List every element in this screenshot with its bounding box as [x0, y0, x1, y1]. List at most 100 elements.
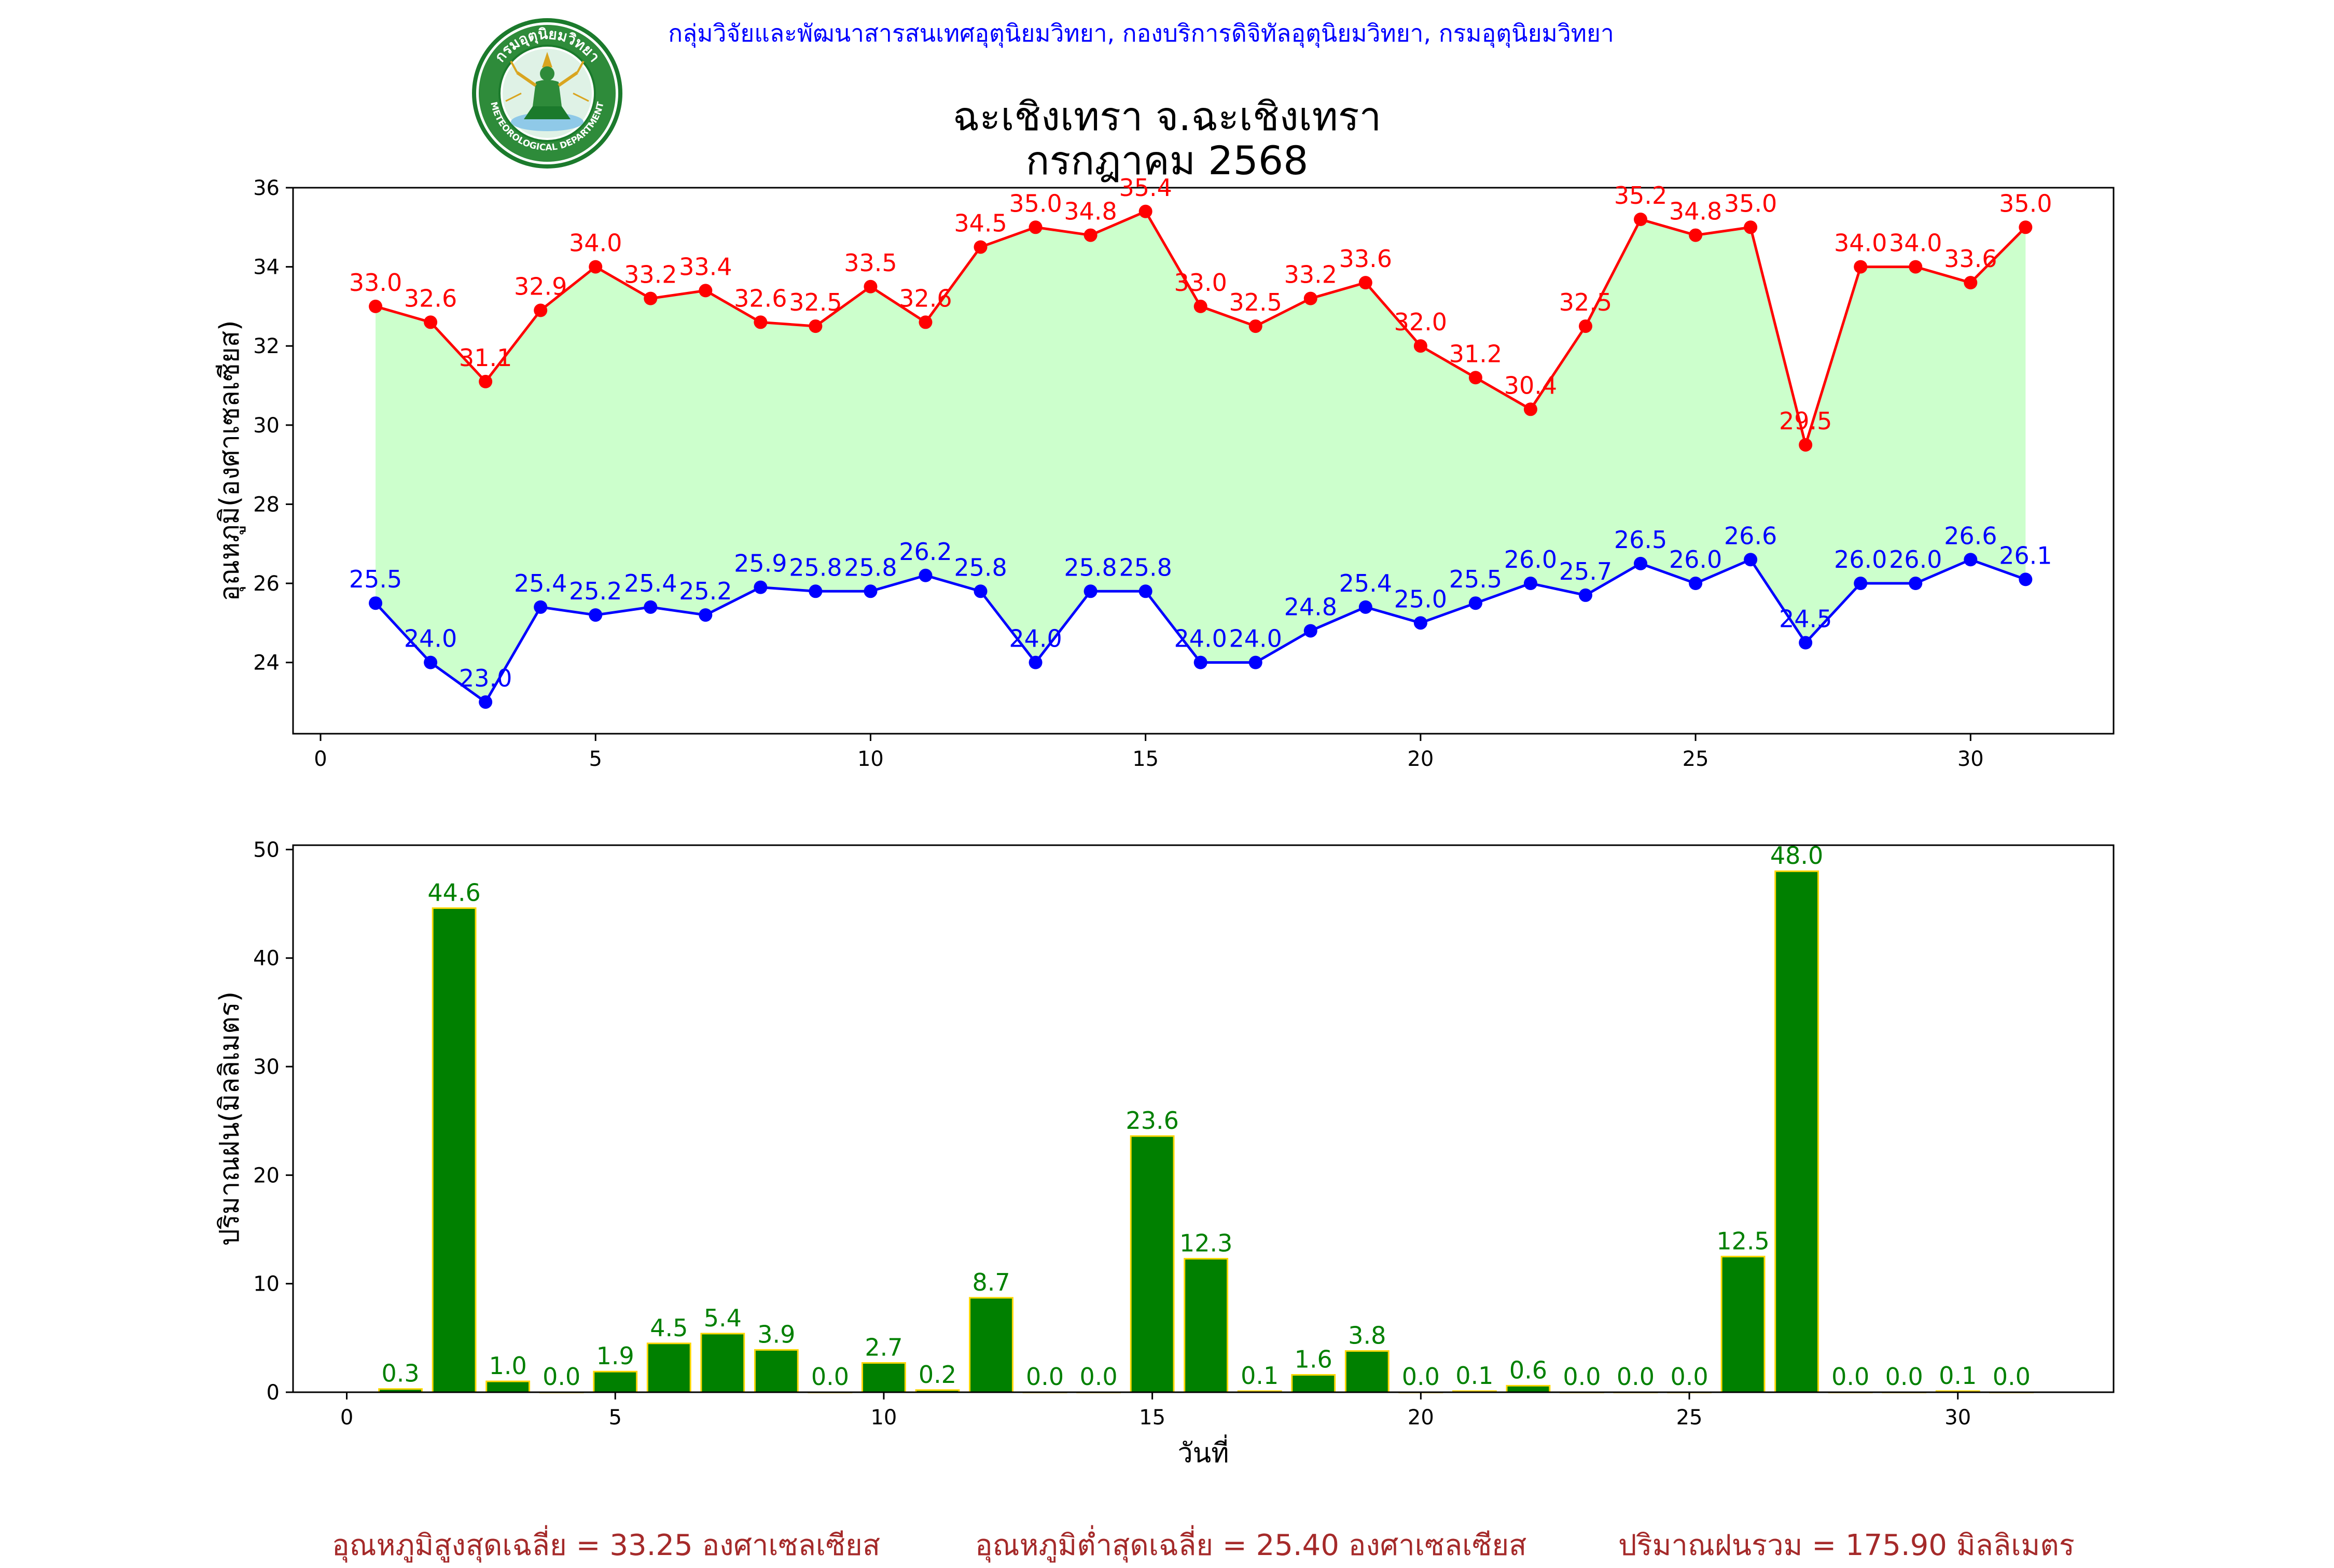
max-temp-label: 33.2: [1284, 261, 1337, 289]
min-temp-label: 26.6: [1944, 522, 1997, 550]
max-temp-point: [1523, 402, 1537, 416]
max-temp-label: 34.0: [569, 229, 622, 257]
rain-bar: [969, 1297, 1013, 1393]
rain-bar: [1720, 1255, 1766, 1393]
rain-bar-label: 12.5: [1716, 1227, 1769, 1255]
rain-bar-label: 0.0: [1993, 1363, 2031, 1391]
min-temp-label: 26.1: [1999, 541, 2052, 569]
max-temp-point: [974, 240, 988, 254]
max-temp-label: 32.6: [899, 284, 952, 312]
min-temp-label: 24.0: [1174, 625, 1227, 653]
min-temp-point: [1083, 584, 1097, 598]
rain-bar-label: 0.0: [1080, 1363, 1118, 1391]
min-temp-label: 26.0: [1669, 545, 1722, 573]
rain-bar-label: 3.8: [1348, 1321, 1386, 1349]
temp-x-tick-label: 15: [1132, 747, 1159, 771]
min-temp-label: 24.0: [1229, 625, 1282, 653]
min-temp-label: 25.4: [514, 569, 567, 597]
max-temp-point: [1468, 371, 1482, 385]
rain-x-tick-label: 25: [1676, 1406, 1703, 1430]
temp-x-tick-label: 30: [1957, 747, 1984, 771]
min-temp-label: 25.8: [789, 553, 842, 581]
rain-bar: [862, 1362, 906, 1393]
rain-bar-label: 0.1: [1939, 1362, 1977, 1390]
max-temp-point: [589, 260, 603, 274]
rain-bar-label: 0.0: [1885, 1363, 1923, 1391]
tmd-logo-icon: กรมอุตุนิยมวิทยา METEOROLOGICAL DEPARTME…: [472, 18, 622, 169]
total-rainfall: ปริมาณฝนรวม = 175.90 มิลลิเมตร: [1618, 1529, 2075, 1562]
avg-max-temp: อุณหภูมิสูงสุดเฉลี่ย = 33.25 องศาเซลเซีย…: [332, 1529, 881, 1562]
min-temp-label: 26.0: [1889, 545, 1942, 573]
temp-x-tick-label: 5: [589, 747, 602, 771]
min-temp-point: [1358, 600, 1372, 614]
min-temp-label: 26.0: [1834, 545, 1887, 573]
rain-bar-label: 48.0: [1770, 842, 1823, 870]
rain-x-tick-label: 5: [609, 1406, 622, 1430]
max-temp-point: [479, 374, 493, 388]
max-temp-point: [754, 315, 768, 329]
max-temp-point: [1578, 319, 1592, 333]
max-temp-label: 29.5: [1779, 407, 1832, 435]
min-temp-point: [589, 608, 603, 622]
rain-y-tick-label: 20: [253, 1164, 280, 1187]
max-temp-label: 32.5: [789, 288, 842, 316]
station-title: ฉะเชิงเทรา จ.ฉะเชิงเทรา: [952, 93, 1382, 139]
temp-y-tick-label: 28: [253, 493, 280, 516]
rain-bar-label: 0.0: [1026, 1363, 1064, 1391]
rain-bar: [700, 1333, 745, 1393]
max-temp-point: [1744, 220, 1758, 234]
rain-bar: [432, 907, 477, 1393]
min-temp-point: [1964, 553, 1978, 567]
rain-bar-label: 0.0: [811, 1363, 849, 1391]
rain-y-tick-label: 30: [253, 1055, 280, 1079]
max-temp-point: [1413, 339, 1427, 353]
rain-bar-label: 0.6: [1509, 1356, 1547, 1384]
max-temp-point: [1358, 276, 1372, 290]
min-temp-point: [809, 584, 823, 598]
rain-x-axis-label: วันที่: [1177, 1434, 1229, 1469]
max-temp-label: 34.8: [1064, 198, 1117, 226]
min-temp-label: 25.8: [844, 553, 897, 581]
min-temp-point: [424, 655, 438, 669]
max-temp-label: 34.0: [1834, 229, 1887, 257]
rain-bar-label: 8.7: [972, 1268, 1010, 1296]
temp-y-tick-label: 32: [253, 334, 280, 358]
min-temp-label: 25.5: [349, 565, 402, 593]
rain-bar-label: 2.7: [865, 1333, 902, 1361]
temp-y-tick-label: 24: [253, 651, 280, 675]
min-temp-label: 25.5: [1449, 565, 1502, 593]
max-temp-label: 33.4: [679, 253, 732, 281]
min-temp-point: [644, 600, 658, 614]
min-temp-point: [1744, 553, 1758, 567]
rain-y-tick-label: 40: [253, 947, 280, 971]
min-temp-label: 25.2: [569, 577, 622, 605]
min-temp-point: [1854, 577, 1868, 591]
max-temp-label: 35.2: [1614, 181, 1667, 209]
min-temp-label: 25.8: [1119, 553, 1172, 581]
min-temp-point: [534, 600, 548, 614]
max-temp-label: 34.0: [1889, 229, 1942, 257]
min-temp-point: [1689, 577, 1703, 591]
min-temp-point: [754, 580, 768, 594]
rain-bar: [1344, 1350, 1390, 1393]
max-temp-label: 32.9: [514, 273, 567, 301]
max-temp-label: 32.5: [1229, 288, 1282, 316]
rain-bar: [1130, 1135, 1175, 1393]
min-temp-label: 24.5: [1779, 605, 1832, 633]
min-temp-label: 25.4: [624, 569, 677, 597]
min-temp-label: 25.2: [679, 577, 732, 605]
min-temp-point: [699, 608, 713, 622]
rain-bar: [1184, 1258, 1229, 1393]
min-temp-point: [1909, 577, 1923, 591]
temperature-chart: 0 5 10 15 20 25 30 24 26 28 30 32 34 36 อุณหภูมิ(องศาเ…: [214, 174, 2115, 771]
min-temp-point: [2019, 572, 2033, 586]
rain-bar: [646, 1342, 691, 1393]
rain-plot-frame: [292, 844, 2115, 1393]
rain-bar-label: 0.0: [1617, 1363, 1655, 1391]
min-temp-point: [1193, 655, 1207, 669]
max-temp-label: 35.0: [1999, 189, 2052, 217]
rain-bar: [1291, 1374, 1336, 1393]
min-temp-point: [974, 584, 988, 598]
max-temp-label: 35.0: [1009, 189, 1062, 217]
rain-bar-label: 0.1: [1241, 1362, 1279, 1390]
